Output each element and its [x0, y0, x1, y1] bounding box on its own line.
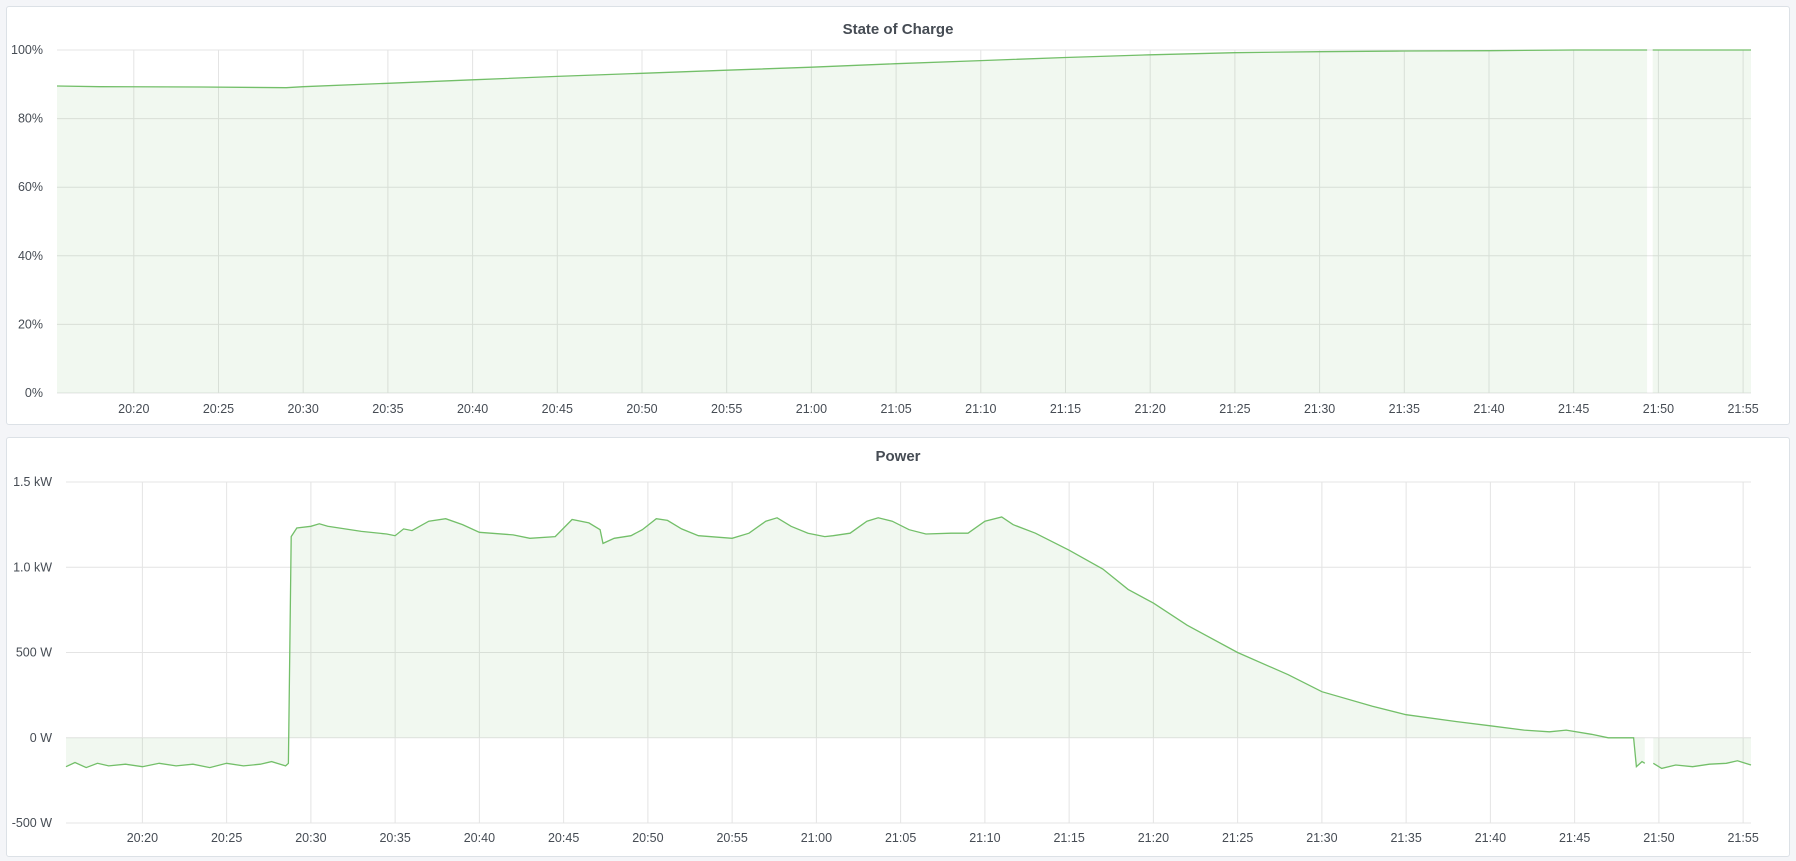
series-area [57, 50, 1648, 393]
x-tick-label: 21:15 [1053, 831, 1084, 845]
x-tick-label: 20:50 [626, 402, 657, 416]
y-tick-label: 40% [18, 249, 43, 263]
power-panel-title[interactable]: Power [875, 448, 921, 465]
x-tick-label: 20:20 [118, 402, 149, 416]
x-tick-label: 21:25 [1219, 402, 1250, 416]
y-tick-label: 500 W [16, 646, 52, 660]
x-tick-label: 21:55 [1727, 831, 1758, 845]
series-area [66, 517, 1645, 768]
x-tick-label: 21:00 [796, 402, 827, 416]
power-panel: Power [6, 437, 1790, 857]
x-tick-label: 21:40 [1473, 402, 1504, 416]
x-tick-label: 20:55 [716, 831, 747, 845]
series-line [1652, 760, 1752, 770]
y-tick-label: 100% [11, 43, 43, 57]
x-tick-label: 21:20 [1138, 831, 1169, 845]
x-tick-label: 20:40 [457, 402, 488, 416]
y-tick-label: 1.5 kW [13, 475, 52, 489]
x-tick-label: 21:45 [1558, 402, 1589, 416]
x-tick-label: 21:35 [1390, 831, 1421, 845]
series-line [56, 49, 1648, 89]
x-tick-label: 20:25 [203, 402, 234, 416]
y-tick-label: 0% [25, 386, 43, 400]
x-tick-label: 21:10 [969, 831, 1000, 845]
x-tick-label: 20:35 [372, 402, 403, 416]
x-tick-label: 21:30 [1306, 831, 1337, 845]
x-tick-label: 20:25 [211, 831, 242, 845]
x-tick-label: 20:40 [464, 831, 495, 845]
x-tick-label: 21:05 [880, 402, 911, 416]
soc-panel-title[interactable]: State of Charge [842, 21, 954, 38]
x-tick-label: 20:55 [711, 402, 742, 416]
y-tick-label: 1.0 kW [13, 560, 52, 574]
y-tick-label: -500 W [12, 816, 52, 830]
x-tick-label: 20:30 [295, 831, 326, 845]
x-tick-label: 21:05 [885, 831, 916, 845]
x-tick-label: 21:50 [1643, 831, 1674, 845]
x-tick-label: 21:50 [1643, 402, 1674, 416]
x-tick-label: 20:45 [548, 831, 579, 845]
x-tick-label: 20:45 [542, 402, 573, 416]
y-tick-label: 60% [18, 180, 43, 194]
x-tick-label: 21:15 [1050, 402, 1081, 416]
x-tick-label: 21:40 [1475, 831, 1506, 845]
x-tick-label: 21:55 [1727, 402, 1758, 416]
x-tick-label: 20:50 [632, 831, 663, 845]
x-tick-label: 21:45 [1559, 831, 1590, 845]
y-tick-label: 0 W [30, 731, 52, 745]
series-line [65, 516, 1646, 769]
y-tick-label: 20% [18, 317, 43, 331]
x-tick-label: 20:20 [127, 831, 158, 845]
series-area [1653, 737, 1751, 769]
y-tick-label: 80% [18, 112, 43, 126]
x-tick-label: 20:30 [288, 402, 319, 416]
x-tick-label: 20:35 [379, 831, 410, 845]
x-tick-label: 21:20 [1135, 402, 1166, 416]
x-tick-label: 21:10 [965, 402, 996, 416]
series-area [1652, 50, 1751, 393]
x-tick-label: 21:25 [1222, 831, 1253, 845]
x-tick-label: 21:35 [1389, 402, 1420, 416]
x-tick-label: 21:00 [801, 831, 832, 845]
x-tick-label: 21:30 [1304, 402, 1335, 416]
